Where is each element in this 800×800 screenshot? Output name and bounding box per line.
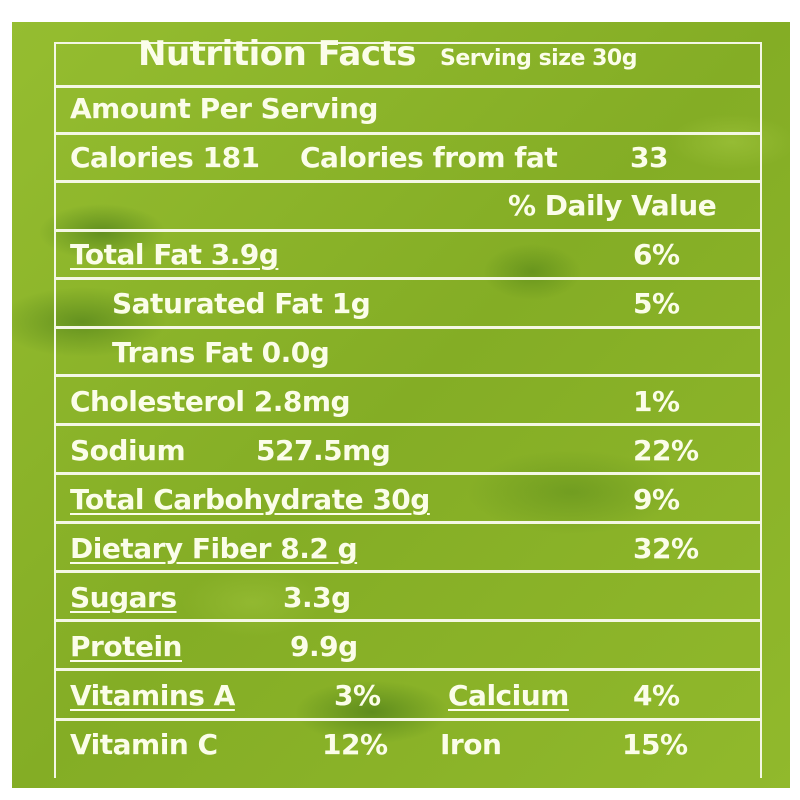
calcium-dv: 4% [633, 679, 680, 712]
calcium-label: Calcium [448, 679, 569, 712]
rule-total-fat [54, 277, 762, 280]
saturated-fat-label: Saturated Fat 1g [112, 287, 371, 320]
protein-label: Protein [70, 630, 182, 663]
label-background [12, 22, 790, 788]
calories-from-fat-value: 33 [630, 141, 668, 174]
cholesterol-label: Cholesterol 2.8mg [70, 385, 351, 418]
rule-amount [54, 132, 762, 135]
dietary-fiber-label: Dietary Fiber 8.2 g [70, 532, 358, 565]
vitamin-a-label: Vitamins A [70, 679, 235, 712]
amount-per-serving: Amount Per Serving [70, 92, 378, 125]
vitamin-c-dv: 12% [322, 728, 388, 761]
trans-fat-label: Trans Fat 0.0g [112, 336, 330, 369]
sodium-dv: 22% [633, 434, 699, 467]
vitamin-a-dv: 3% [334, 679, 381, 712]
serving-size: Serving size 30g [440, 46, 637, 71]
calories-from-fat-label: Calories from fat [300, 141, 558, 174]
nutrition-facts-title: Nutrition Facts [138, 34, 416, 74]
label-frame [54, 42, 762, 778]
protein-amount: 9.9g [290, 630, 358, 663]
sugars-label: Sugars [70, 581, 177, 614]
rule-fiber [54, 570, 762, 573]
iron-label: Iron [440, 728, 502, 761]
total-carbohydrate-label: Total Carbohydrate 30g [70, 483, 430, 516]
rule-dv-header [54, 229, 762, 232]
rule-vitamins [54, 718, 762, 721]
total-fat-label: Total Fat 3.9g [70, 238, 279, 271]
iron-dv: 15% [622, 728, 688, 761]
cholesterol-dv: 1% [633, 385, 680, 418]
rule-sodium [54, 472, 762, 475]
vitamin-c-label: Vitamin C [70, 728, 218, 761]
total-fat-dv: 6% [633, 238, 680, 271]
rule-carbohydrate [54, 521, 762, 524]
rule-cholesterol [54, 423, 762, 426]
rule-header [54, 85, 762, 88]
sodium-amount: 527.5mg [256, 434, 391, 467]
rule-calories [54, 180, 762, 183]
rule-sugars [54, 619, 762, 622]
calories: Calories 181 [70, 141, 260, 174]
sugars-amount: 3.3g [283, 581, 351, 614]
dietary-fiber-dv: 32% [633, 532, 699, 565]
total-carbohydrate-dv: 9% [633, 483, 680, 516]
rule-trans-fat [54, 374, 762, 377]
daily-value-header: % Daily Value [508, 189, 717, 222]
rule-protein [54, 668, 762, 671]
sodium-label: Sodium [70, 434, 186, 467]
rule-saturated-fat [54, 326, 762, 329]
saturated-fat-dv: 5% [633, 287, 680, 320]
